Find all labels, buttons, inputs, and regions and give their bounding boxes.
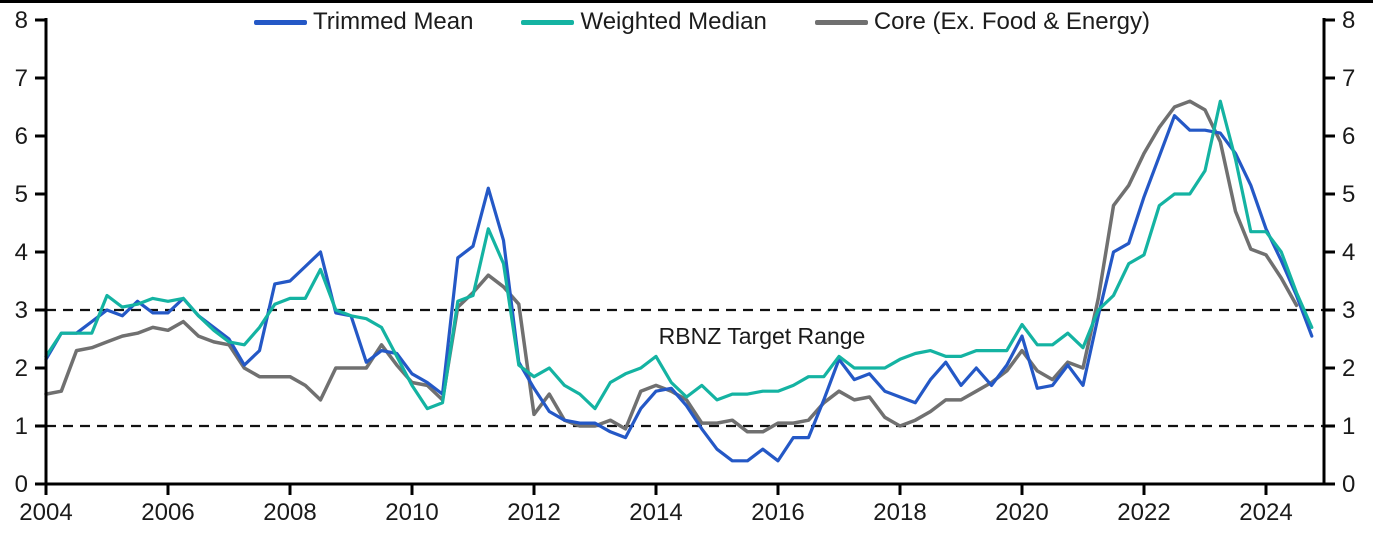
y-axis-right-label-0: 0	[1342, 471, 1355, 498]
y-axis-left-label-8: 8	[15, 7, 28, 34]
axis-tick-labels: 0 0 1 1 2 2 3 3 4 4 5 5 6 6 7 7 8 8 2004 2006 2008 2010 2012 20…	[15, 7, 1356, 526]
y-axis-left-label-3: 3	[15, 297, 28, 324]
x-axis-label-2004: 2004	[19, 499, 72, 526]
target-range-dashed-lines	[46, 308, 1324, 428]
axes	[35, 18, 1335, 495]
legend-item-core: Core (Ex. Food & Energy)	[814, 8, 1150, 36]
x-axis-label-2014: 2014	[629, 499, 682, 526]
series-line-trimmed-mean	[44, 114, 1314, 463]
y-axis-right-label-8: 8	[1342, 7, 1355, 34]
x-axis-label-2006: 2006	[141, 499, 194, 526]
y-axis-left-label-6: 6	[15, 123, 28, 150]
legend-label-trimmed-mean: Trimmed Mean	[313, 8, 474, 35]
y-axis-right-label-7: 7	[1342, 65, 1355, 92]
y-axis-left-label-5: 5	[15, 181, 28, 208]
legend-label-weighted-median: Weighted Median	[580, 8, 767, 35]
series-line-core-ex-food-energy	[44, 99, 1299, 434]
x-axis-label-2022: 2022	[1117, 499, 1170, 526]
y-axis-left-label-1: 1	[15, 413, 28, 440]
y-axis-right-label-6: 6	[1342, 123, 1355, 150]
chart-legend: Trimmed Mean Weighted Median Core (Ex. F…	[254, 8, 1150, 36]
x-axis-label-2020: 2020	[995, 499, 1048, 526]
x-axis-label-2018: 2018	[873, 499, 926, 526]
y-axis-left-label-0: 0	[15, 471, 28, 498]
rbnz-target-range-label: RBNZ Target Range	[659, 323, 866, 349]
y-axis-left-label-2: 2	[15, 355, 28, 382]
weighted-median-line-swatch-icon	[521, 19, 575, 25]
line-chart-plot-area: 0 0 1 1 2 2 3 3 4 4 5 5 6 6 7 7 8 8 2004 2006 2008 2010 2012 20…	[15, 7, 1356, 526]
trimmed-mean-line-swatch-icon	[254, 19, 307, 25]
x-axis-label-2010: 2010	[385, 499, 438, 526]
legend-item-weighted-median: Weighted Median	[521, 8, 767, 36]
y-axis-left-label-7: 7	[15, 65, 28, 92]
y-axis-right-label-4: 4	[1342, 239, 1355, 266]
y-axis-right-label-1: 1	[1342, 413, 1355, 440]
x-axis-label-2016: 2016	[751, 499, 804, 526]
series-lines	[44, 99, 1314, 463]
y-axis-right-label-5: 5	[1342, 181, 1355, 208]
series-line-weighted-median	[44, 99, 1314, 411]
legend-item-trimmed-mean: Trimmed Mean	[254, 8, 473, 36]
y-axis-left-label-4: 4	[15, 239, 28, 266]
x-axis-label-2024: 2024	[1239, 499, 1292, 526]
x-axis-label-2008: 2008	[263, 499, 316, 526]
core-line-swatch-icon	[814, 19, 868, 25]
legend-label-core: Core (Ex. Food & Energy)	[873, 8, 1150, 35]
x-axis-label-2012: 2012	[507, 499, 560, 526]
y-axis-right-label-2: 2	[1342, 355, 1355, 382]
y-axis-right-label-3: 3	[1342, 297, 1355, 324]
